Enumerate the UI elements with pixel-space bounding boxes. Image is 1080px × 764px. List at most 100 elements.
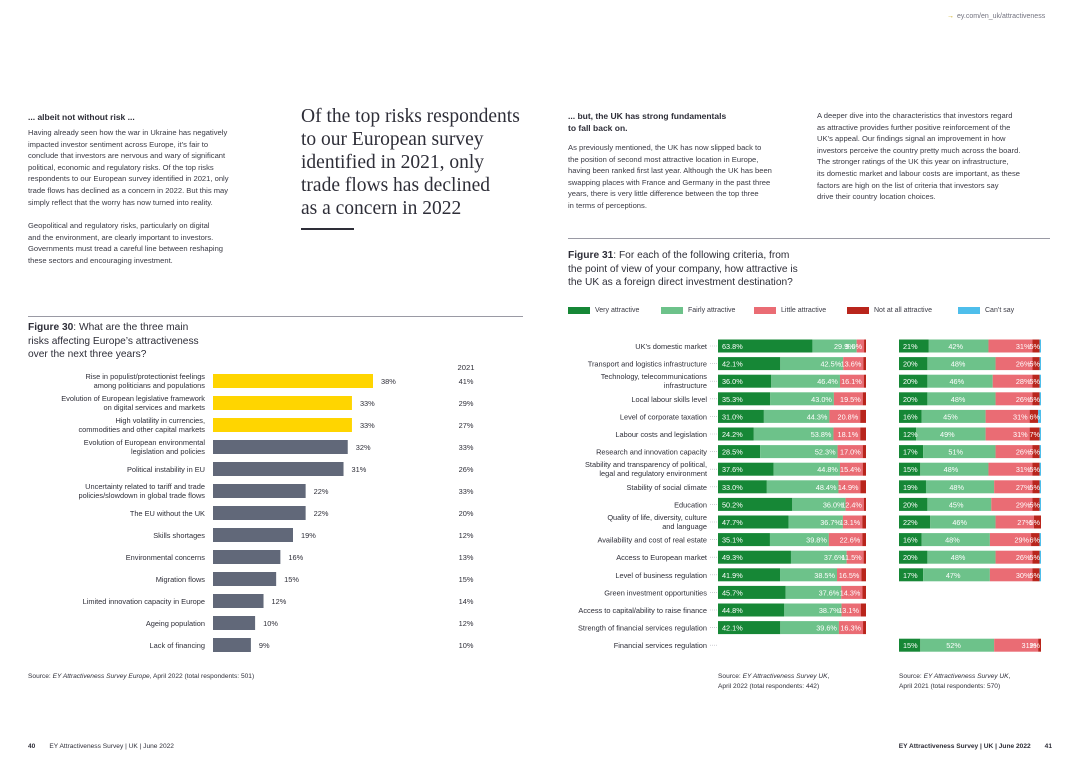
text-line: having been ranked first last year. Alth… [568, 166, 772, 176]
segment-not [1038, 638, 1041, 652]
pull-quote: Of the top risks respondents to our Europ… [301, 105, 531, 220]
segment-not [1033, 515, 1041, 529]
bar-value-label: 15% [284, 575, 299, 584]
segment-not [1032, 374, 1040, 388]
label-fairly: 36.7% [820, 518, 841, 527]
label-not: 5% [1029, 465, 1040, 474]
legend-swatch [958, 307, 980, 314]
label-not: 7% [1029, 430, 1040, 439]
value-2021: 27% [459, 421, 474, 430]
segment-not [863, 374, 866, 388]
segment-fairly [921, 409, 986, 423]
label-fairly: 52% [946, 641, 961, 650]
category-label: Ageing population [146, 619, 205, 628]
segment-not [1032, 568, 1040, 582]
figure31-chart: UK’s domestic market 63.8% 29.9%5.0% 21% 42%… [578, 339, 1041, 652]
label-very: 47.7% [722, 518, 743, 527]
bar-2022 [213, 396, 352, 410]
label-little: 16.1% [841, 377, 862, 386]
criteria-label: Quality of life, diversity, culture [607, 513, 707, 522]
bar-2022 [213, 550, 281, 564]
segment-little [991, 497, 1033, 511]
segment-very [899, 339, 929, 353]
bar-2022 [213, 594, 264, 608]
segment-little [988, 339, 1033, 353]
legend-swatch [847, 307, 869, 314]
segment-very [899, 638, 921, 652]
label-very: 44.8% [722, 606, 743, 615]
figure31-source-2021: Source: EY Attractiveness Survey UK, Apri… [899, 673, 1011, 690]
segment-little [989, 533, 1032, 547]
criteria-label: UK’s domestic market [635, 342, 707, 351]
category-label: among politicians and populations [94, 381, 206, 390]
category-label: Rise in populist/protectionist feelings [85, 372, 205, 381]
segment-fairly [812, 339, 857, 353]
segment-fairly [790, 550, 847, 564]
label-very: 35.1% [722, 536, 743, 545]
bar-2022 [213, 528, 293, 542]
category-label: Limited innovation capacity in Europe [83, 597, 205, 606]
criteria-label: Labour costs and legislation [615, 430, 707, 439]
segment-little [994, 638, 1039, 652]
label-little: 18.1% [838, 430, 859, 439]
criteria-label: Stability and transparency of political, [585, 460, 707, 469]
label-not: 5% [1029, 342, 1040, 351]
label-very: 35.3% [722, 395, 743, 404]
category-label: Environmental concerns [126, 553, 206, 562]
segment-fairly [927, 357, 996, 371]
criteria-label: Strength of financial services regulatio… [578, 624, 707, 633]
segment-fairly [753, 427, 834, 441]
segment-very [718, 374, 772, 388]
criteria-label: Education [674, 500, 707, 509]
header-url[interactable]: → ey.com/en_uk/attractiveness [947, 13, 1046, 20]
segment-fairly [921, 533, 990, 547]
segment-fairly [930, 515, 996, 529]
label-very: 20% [903, 500, 918, 509]
segment-very [718, 409, 764, 423]
label-not: 5% [1029, 483, 1040, 492]
segment-very [718, 392, 771, 406]
segment-not [862, 585, 866, 599]
segment-very [899, 462, 921, 476]
label-very: 37.6% [722, 465, 743, 474]
label-fairly: 39.6% [816, 624, 837, 633]
segment-not [1032, 445, 1040, 459]
label-little: 27% [1017, 518, 1032, 527]
label-very: 12% [903, 430, 918, 439]
bar-2022 [213, 462, 344, 476]
text-line: and the environment, are clearly importa… [28, 232, 214, 242]
criteria-label: Local labour skills level [631, 395, 707, 404]
criteria-label: Access to capital/ability to raise finan… [578, 606, 707, 615]
title-line: over the next three years? [28, 349, 147, 360]
label-very: 20% [903, 553, 918, 562]
segment-not [862, 462, 866, 476]
segment-not [1032, 392, 1040, 406]
bar-2022 [213, 440, 348, 454]
criteria-label: Availability and cost of real estate [597, 536, 707, 545]
label-fairly: 36.0% [823, 500, 844, 509]
label-fairly: 53.8% [811, 430, 832, 439]
text-line: Governments must tread a careful line be… [28, 244, 224, 254]
label-little: 13.6% [841, 360, 862, 369]
text-line: A deeper dive into the characteristics t… [817, 111, 1013, 120]
label-fairly: 51% [948, 448, 963, 457]
segment-very [899, 357, 928, 371]
criteria-label: Transport and logistics infrastructure [588, 360, 707, 369]
bar-2022 [213, 506, 306, 520]
segment-cant [1038, 409, 1041, 423]
segment-fairly [769, 533, 829, 547]
segment-very [899, 497, 928, 511]
text-line: factors are high on the list of criteria… [817, 180, 999, 190]
label-very: 21% [903, 342, 918, 351]
label-very: 20% [903, 360, 918, 369]
label-little: 22.6% [840, 536, 861, 545]
label-fairly: 44.8% [817, 465, 838, 474]
segment-little [985, 409, 1030, 423]
bar-2022 [213, 616, 256, 630]
segment-very [718, 445, 761, 459]
heading-line: ... but, the UK has strong fundamentals [568, 111, 727, 121]
segment-little [842, 515, 863, 529]
label-very: 19% [903, 483, 918, 492]
label-little: 13.1% [840, 518, 861, 527]
segment-not [1032, 339, 1040, 353]
